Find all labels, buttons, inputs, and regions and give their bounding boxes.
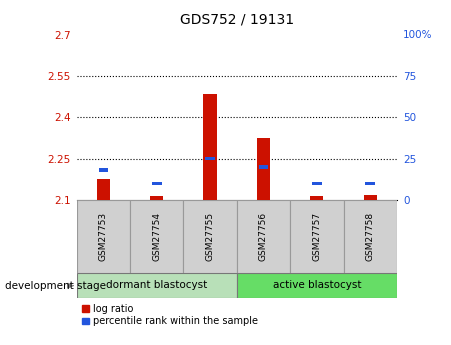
Bar [150,196,163,200]
Text: GSM27758: GSM27758 [366,212,375,261]
Bar [77,273,237,298]
Text: GSM27754: GSM27754 [152,212,161,261]
Text: active blastocyst: active blastocyst [272,280,361,290]
Text: dormant blastocyst: dormant blastocyst [106,280,207,290]
Text: GSM27757: GSM27757 [313,212,321,261]
Text: GDS752 / 19131: GDS752 / 19131 [179,12,294,26]
Bar [237,273,397,298]
Bar [312,182,322,185]
Bar [290,200,344,273]
Legend: log ratio, percentile rank within the sample: log ratio, percentile rank within the sa… [82,304,258,326]
Bar [364,195,377,200]
Text: GSM27755: GSM27755 [206,212,215,261]
Bar [259,165,268,169]
Text: GSM27753: GSM27753 [99,212,108,261]
Bar [77,200,130,273]
Bar [203,94,217,200]
Bar [184,200,237,273]
Bar [152,182,161,185]
Text: development stage: development stage [5,281,106,290]
Bar [205,157,215,160]
Bar [257,138,270,200]
Bar [237,200,290,273]
Bar [365,182,375,185]
Text: GSM27756: GSM27756 [259,212,268,261]
Bar [344,200,397,273]
Bar [99,168,108,172]
Bar [97,179,110,200]
Bar [310,196,323,200]
Bar [130,200,184,273]
